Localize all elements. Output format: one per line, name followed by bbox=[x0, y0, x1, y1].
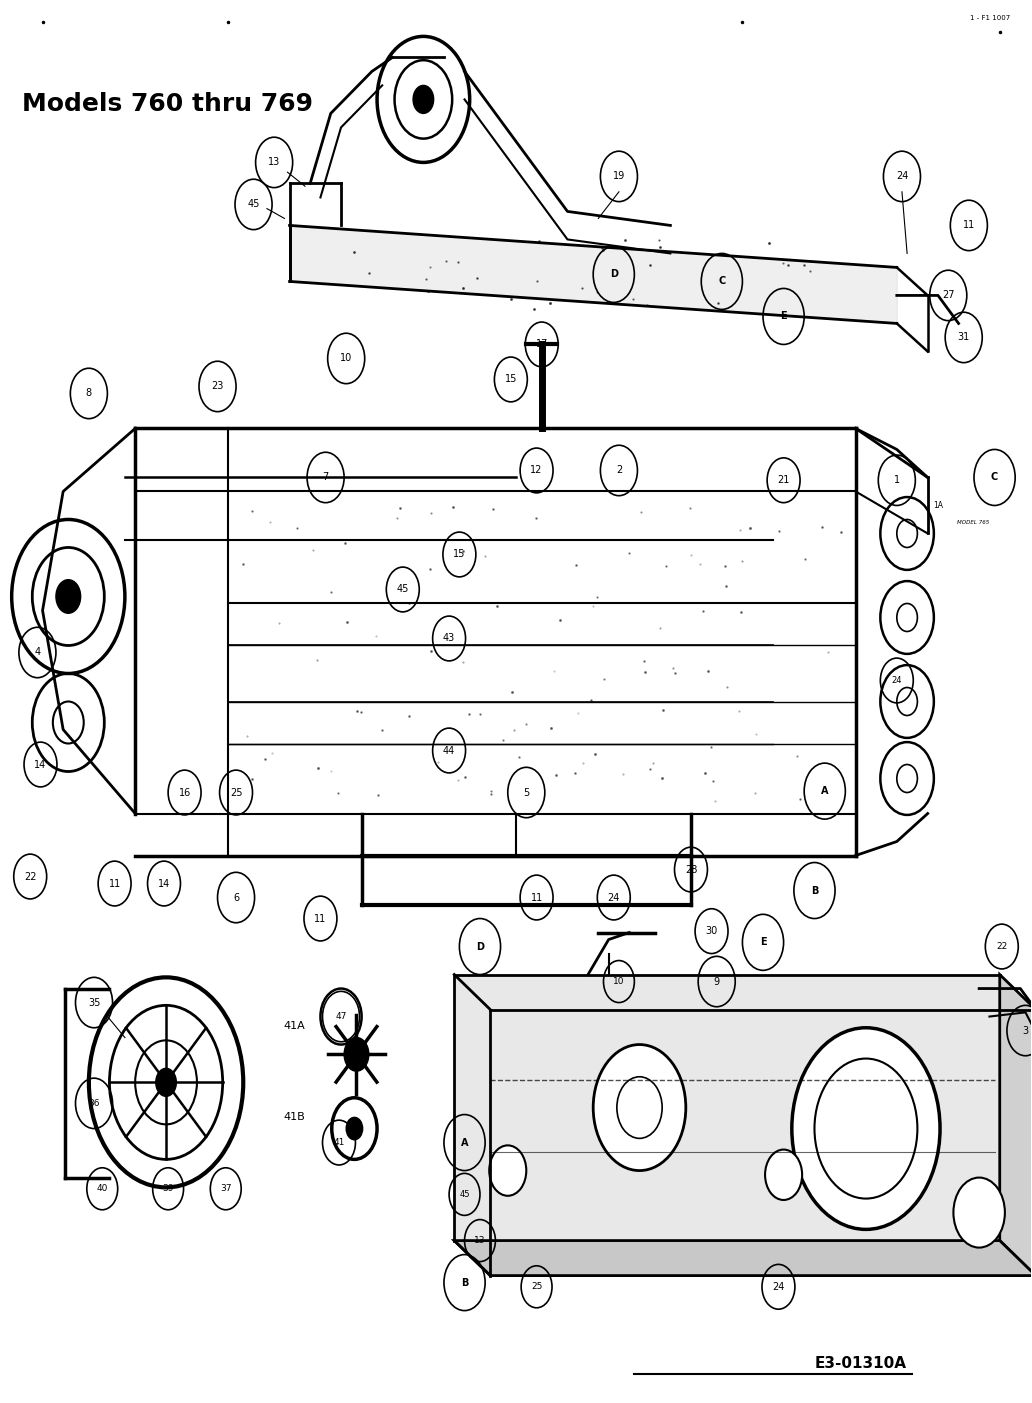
Text: 44: 44 bbox=[443, 745, 455, 755]
Text: 11: 11 bbox=[108, 878, 121, 888]
Text: A: A bbox=[821, 786, 829, 796]
Text: 24: 24 bbox=[896, 171, 908, 181]
Text: 37: 37 bbox=[220, 1184, 231, 1194]
Circle shape bbox=[56, 579, 80, 613]
Circle shape bbox=[954, 1177, 1005, 1247]
Text: A: A bbox=[461, 1138, 469, 1148]
Polygon shape bbox=[454, 1240, 1032, 1275]
Text: 14: 14 bbox=[34, 759, 46, 769]
Text: 45: 45 bbox=[459, 1190, 470, 1200]
Text: C: C bbox=[718, 276, 725, 286]
Text: 11: 11 bbox=[963, 220, 975, 230]
Text: 41A: 41A bbox=[283, 1021, 305, 1031]
Text: 1: 1 bbox=[894, 476, 900, 485]
Text: Models 760 thru 769: Models 760 thru 769 bbox=[22, 93, 313, 116]
Text: 23: 23 bbox=[212, 382, 224, 391]
Text: C: C bbox=[991, 473, 998, 483]
Text: 41B: 41B bbox=[283, 1113, 305, 1122]
Polygon shape bbox=[1000, 975, 1032, 1275]
Circle shape bbox=[489, 1145, 526, 1195]
Circle shape bbox=[413, 86, 433, 114]
Text: 27: 27 bbox=[942, 290, 955, 300]
Circle shape bbox=[765, 1149, 802, 1200]
Text: 30: 30 bbox=[706, 926, 717, 936]
Text: 39: 39 bbox=[162, 1184, 173, 1194]
Text: 28: 28 bbox=[685, 864, 698, 874]
Text: 36: 36 bbox=[89, 1099, 100, 1108]
Text: 17: 17 bbox=[536, 340, 548, 349]
Text: 13: 13 bbox=[475, 1236, 486, 1244]
Text: E: E bbox=[760, 937, 767, 947]
Text: 41: 41 bbox=[333, 1138, 345, 1148]
Text: 2: 2 bbox=[616, 466, 622, 476]
Text: 7: 7 bbox=[322, 473, 329, 483]
Text: D: D bbox=[476, 941, 484, 951]
Text: MODEL 765: MODEL 765 bbox=[957, 519, 989, 525]
Text: 31: 31 bbox=[958, 333, 970, 342]
Text: 10: 10 bbox=[341, 354, 352, 363]
Text: 6: 6 bbox=[233, 892, 239, 902]
Text: 25: 25 bbox=[530, 1282, 542, 1291]
Text: 10: 10 bbox=[613, 976, 624, 986]
Text: 15: 15 bbox=[453, 550, 465, 560]
Text: 35: 35 bbox=[88, 998, 100, 1007]
Text: 45: 45 bbox=[248, 199, 260, 209]
Text: 19: 19 bbox=[613, 171, 625, 181]
Text: 16: 16 bbox=[179, 787, 191, 797]
Text: 1 - F1 1007: 1 - F1 1007 bbox=[970, 15, 1010, 21]
Circle shape bbox=[346, 1117, 362, 1139]
Text: B: B bbox=[461, 1278, 469, 1288]
Text: 40: 40 bbox=[97, 1184, 108, 1194]
Text: 21: 21 bbox=[777, 476, 789, 485]
Text: E3-01310A: E3-01310A bbox=[815, 1355, 907, 1371]
Text: 47: 47 bbox=[335, 1012, 347, 1021]
Circle shape bbox=[344, 1038, 368, 1070]
Text: 5: 5 bbox=[523, 787, 529, 797]
Text: 25: 25 bbox=[230, 787, 243, 797]
Text: 22: 22 bbox=[24, 871, 36, 881]
Text: 13: 13 bbox=[268, 157, 281, 167]
Text: 24: 24 bbox=[608, 892, 620, 902]
Text: 24: 24 bbox=[892, 676, 902, 685]
Text: 8: 8 bbox=[86, 389, 92, 398]
Text: 14: 14 bbox=[158, 878, 170, 888]
Text: 1A: 1A bbox=[933, 501, 943, 509]
Circle shape bbox=[593, 1045, 686, 1170]
Text: 43: 43 bbox=[443, 634, 455, 644]
Text: E: E bbox=[780, 311, 787, 321]
Text: D: D bbox=[610, 269, 618, 279]
Text: 24: 24 bbox=[772, 1282, 784, 1292]
Text: 12: 12 bbox=[530, 466, 543, 476]
Text: 11: 11 bbox=[315, 913, 326, 923]
Text: 9: 9 bbox=[714, 976, 719, 986]
Polygon shape bbox=[454, 975, 1000, 1240]
Text: 3: 3 bbox=[1023, 1026, 1029, 1035]
Text: 45: 45 bbox=[396, 585, 409, 595]
Text: 22: 22 bbox=[996, 941, 1007, 951]
Text: 11: 11 bbox=[530, 892, 543, 902]
Circle shape bbox=[792, 1028, 940, 1229]
Text: 4: 4 bbox=[34, 648, 40, 658]
Circle shape bbox=[156, 1068, 176, 1096]
Text: 15: 15 bbox=[505, 375, 517, 384]
Text: B: B bbox=[811, 885, 818, 895]
